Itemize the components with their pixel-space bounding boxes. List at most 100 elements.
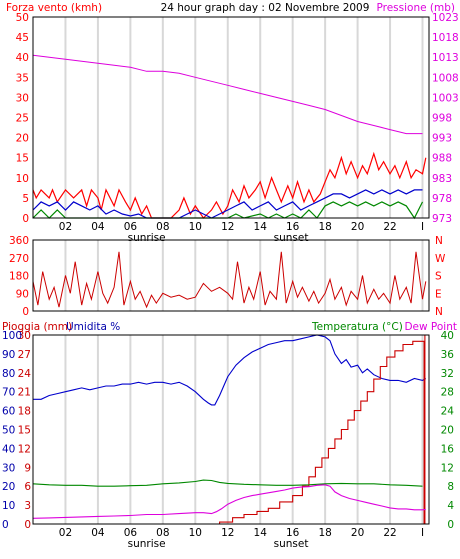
ytick-temperature: 40 [441,330,454,342]
ytick-pressure: 973 [432,213,452,225]
ytick-humidity: 50 [2,425,15,437]
xtick-hour: 20 [351,221,364,233]
panel-frame [32,334,430,525]
ytick-compass: S [435,271,442,283]
ytick-temperature: 28 [441,387,454,399]
ytick-pressure: 983 [432,173,452,185]
xtick-hour: 02 [59,221,72,233]
series-temperatura-c [32,479,423,487]
xtick-hour: 18 [318,527,331,539]
xtick-hour: 06 [124,527,138,539]
temperature-axis-label: Temperatura (°C) [311,321,403,333]
ytick-pressure: 1008 [432,72,459,84]
ytick-temperature: 0 [447,519,454,531]
ytick-humidity: 100 [2,330,22,342]
header-pressure-label: Pressione (mb) [376,2,455,14]
xtick-hour: 18 [318,221,331,233]
xtick-hour: 16 [286,527,300,539]
ytick-temperature: 16 [441,443,455,455]
ytick-humidity: 20 [2,481,15,493]
ytick-humidity: 60 [2,406,15,418]
xtick-hour: 22 [383,221,396,233]
ytick-rain: 21 [18,387,31,399]
ytick-humidity: 80 [2,368,15,380]
ytick-humidity: 70 [2,387,15,399]
ytick-rain: 3 [24,500,31,512]
ytick-rain: 15 [18,425,31,437]
xtick-hour: 04 [91,221,105,233]
ytick-humidity: 90 [2,349,15,361]
xtick-hour: 10 [189,221,202,233]
xtick-hour: 20 [351,527,364,539]
rain-axis-label: Pioggia (mm) [2,321,72,333]
series-dew-point [32,484,426,519]
ytick-rain: 24 [18,368,32,380]
ytick-rain: 0 [24,519,31,531]
xtick-hour: 08 [156,527,169,539]
xtick-hour: I [421,527,424,539]
ytick-compass: W [435,253,446,265]
ytick-pressure: 1003 [432,92,459,104]
xtick-hour: 02 [59,527,72,539]
xtick-hour: 12 [221,221,234,233]
series-pressione-mb [32,54,423,135]
ytick-wind: 30 [16,92,29,104]
header-wind-label: Forza vento (kmh) [6,2,102,14]
ytick-direction: 180 [9,271,29,283]
xtick-hour: 06 [124,221,138,233]
humidity-axis-label: Umidita % [66,321,120,333]
panel-frame [32,16,430,219]
ytick-direction: 270 [9,253,29,265]
ytick-wind: 40 [16,52,29,64]
ytick-humidity: 0 [2,519,9,531]
xtick-hour: 14 [254,221,268,233]
ytick-pressure: 1018 [432,32,459,44]
ytick-wind: 20 [16,133,29,145]
ytick-temperature: 12 [441,462,454,474]
sunset-label: sunset [274,538,309,550]
ytick-wind: 25 [16,113,29,125]
xtick-hour: I [421,221,424,233]
series-wind-gust [32,151,427,219]
sunrise-label: sunrise [128,538,166,550]
ytick-temperature: 24 [441,406,455,418]
series-wind-avg [32,189,423,219]
ytick-rain: 27 [18,349,31,361]
ytick-pressure: 993 [432,133,452,145]
panel-frame [32,239,430,312]
series-direzione [32,251,427,309]
ytick-pressure: 998 [432,113,452,125]
ytick-pressure: 988 [432,153,452,165]
ytick-temperature: 36 [441,349,455,361]
ytick-temperature: 8 [447,481,454,493]
xtick-hour: 14 [254,527,268,539]
ytick-humidity: 30 [2,462,15,474]
ytick-wind: 45 [16,32,29,44]
ytick-rain: 6 [24,481,31,493]
ytick-temperature: 32 [441,368,454,380]
ytick-pressure: 1013 [432,52,459,64]
ytick-rain: 30 [18,330,31,342]
dewpoint-axis-label: Dew Point [404,321,457,333]
ytick-humidity: 40 [2,443,15,455]
ytick-rain: 9 [24,462,31,474]
ytick-wind: 35 [16,72,29,84]
ytick-compass: N [435,306,443,318]
ytick-direction: 0 [22,306,29,318]
ytick-temperature: 20 [441,425,454,437]
series-umidita [33,334,427,406]
series-pioggia-mm [33,335,426,525]
ytick-temperature: 4 [447,500,454,512]
xtick-hour: 22 [383,527,396,539]
xtick-hour: 16 [286,221,300,233]
ytick-rain: 18 [18,406,31,418]
ytick-compass: N [435,235,443,247]
header-date-title: 24 hour graph day : 02 Novembre 2009 [161,2,370,14]
ytick-wind: 15 [16,153,29,165]
xtick-hour: 08 [156,221,169,233]
ytick-rain: 12 [18,443,31,455]
ytick-wind: 0 [22,213,29,225]
ytick-wind: 50 [16,12,29,24]
